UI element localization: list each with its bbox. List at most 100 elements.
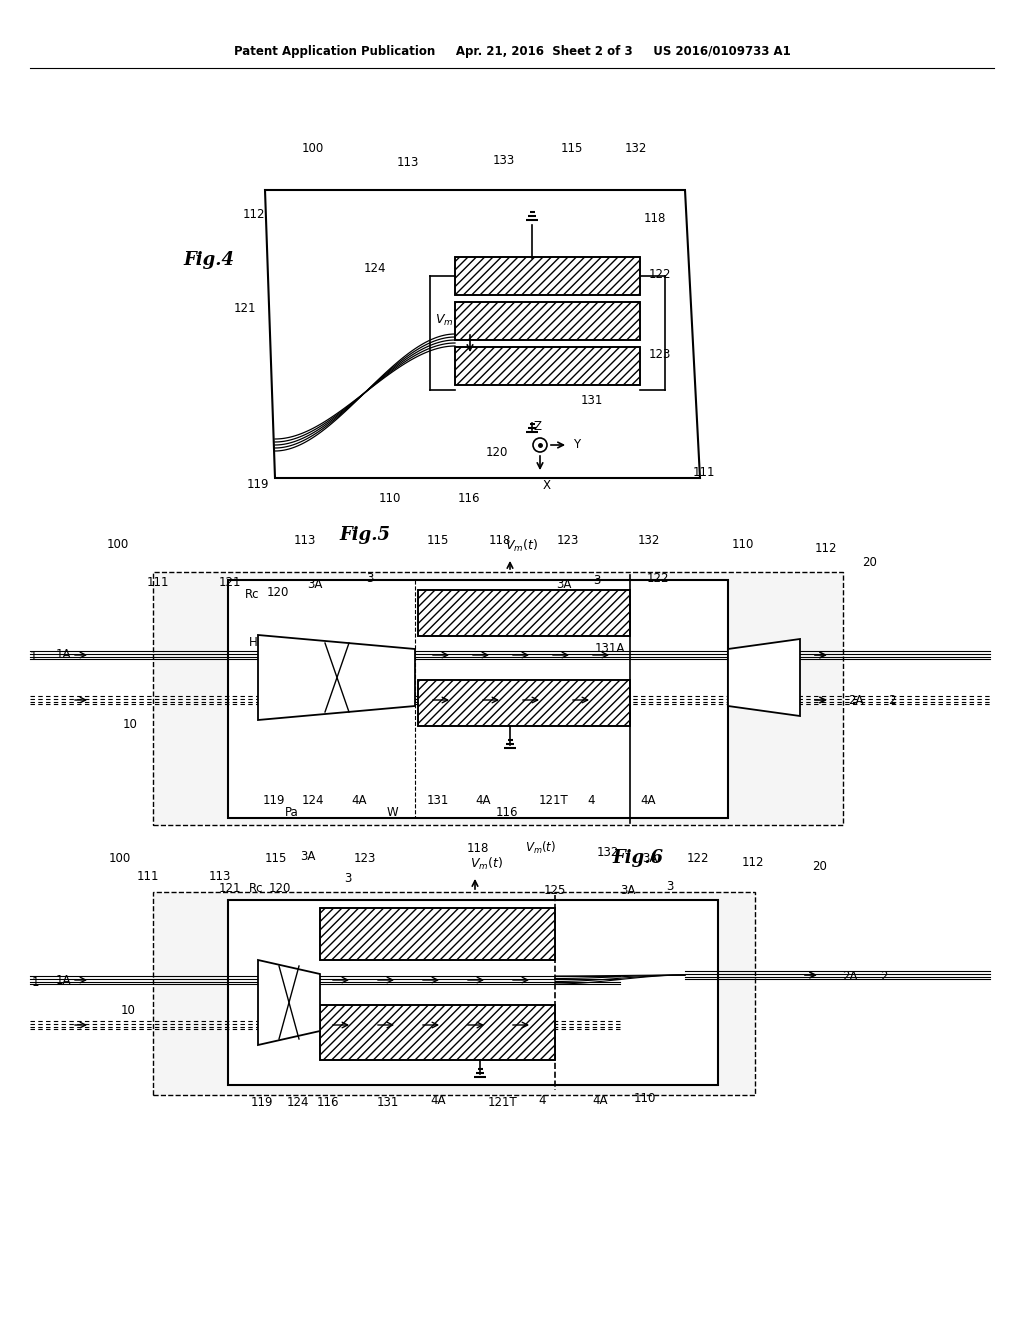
Text: 3A: 3A (307, 578, 323, 590)
Text: 113: 113 (294, 533, 316, 546)
Text: 116: 116 (458, 491, 480, 504)
FancyBboxPatch shape (455, 302, 640, 341)
Text: 4A: 4A (640, 793, 655, 807)
Text: 123: 123 (557, 533, 580, 546)
Text: Rᴄ: Rᴄ (249, 882, 263, 895)
Text: 124: 124 (364, 261, 386, 275)
Text: Fig.5: Fig.5 (340, 525, 390, 544)
Text: 121T: 121T (539, 793, 569, 807)
Text: 120: 120 (267, 586, 289, 598)
Text: 3: 3 (344, 871, 351, 884)
Text: 2: 2 (881, 969, 888, 982)
Text: 122: 122 (649, 268, 672, 281)
Text: 115: 115 (265, 851, 287, 865)
Text: 3A: 3A (300, 850, 315, 862)
Text: 10: 10 (121, 1003, 135, 1016)
Text: 110: 110 (732, 537, 755, 550)
Text: 122: 122 (687, 851, 710, 865)
Text: 116: 116 (316, 1097, 339, 1110)
Text: $V_m(t)$: $V_m(t)$ (470, 855, 504, 873)
Text: 2: 2 (888, 693, 896, 706)
Text: 3A: 3A (621, 883, 636, 896)
Polygon shape (258, 960, 319, 1045)
Text: 132: 132 (597, 846, 620, 858)
Text: 100: 100 (302, 141, 325, 154)
Text: Z: Z (534, 420, 542, 433)
FancyBboxPatch shape (153, 892, 755, 1096)
Text: 4A: 4A (351, 793, 367, 807)
Text: 121: 121 (219, 882, 242, 895)
Text: 1A: 1A (55, 974, 71, 986)
Text: 123: 123 (354, 851, 376, 865)
Polygon shape (258, 635, 415, 719)
Text: 118: 118 (467, 842, 489, 854)
Text: 100: 100 (109, 851, 131, 865)
Text: 131: 131 (581, 393, 603, 407)
Text: $V_m(t)$: $V_m(t)$ (435, 312, 469, 327)
Text: Fig.4: Fig.4 (183, 251, 234, 269)
FancyBboxPatch shape (153, 572, 843, 825)
Text: Patent Application Publication     Apr. 21, 2016  Sheet 2 of 3     US 2016/01097: Patent Application Publication Apr. 21, … (233, 45, 791, 58)
Text: 115: 115 (561, 141, 584, 154)
FancyBboxPatch shape (319, 908, 555, 960)
Text: 118: 118 (488, 533, 511, 546)
Text: 113: 113 (397, 157, 419, 169)
Text: 120: 120 (269, 882, 291, 895)
Text: 124: 124 (302, 793, 325, 807)
Text: 2A: 2A (848, 693, 864, 706)
Text: 121: 121 (219, 576, 242, 589)
FancyBboxPatch shape (418, 680, 630, 726)
Text: 4A: 4A (592, 1093, 608, 1106)
Text: 112: 112 (243, 209, 265, 222)
Text: Y: Y (573, 438, 581, 451)
Text: 3A: 3A (642, 851, 657, 865)
Text: 20: 20 (862, 556, 878, 569)
Text: 112: 112 (815, 541, 838, 554)
Text: 3: 3 (667, 879, 674, 892)
Text: 119: 119 (251, 1096, 273, 1109)
Text: 3: 3 (593, 573, 601, 586)
Text: 131: 131 (377, 1096, 399, 1109)
Text: 111: 111 (137, 870, 160, 883)
Text: 133: 133 (493, 153, 515, 166)
FancyBboxPatch shape (418, 590, 630, 636)
Text: 113: 113 (209, 870, 231, 883)
Text: 4: 4 (587, 793, 595, 807)
Text: 3A: 3A (556, 578, 571, 590)
Text: 112: 112 (741, 855, 764, 869)
Text: 124: 124 (287, 1096, 309, 1109)
Text: 125: 125 (544, 883, 566, 896)
Text: 121T: 121T (488, 1096, 518, 1109)
Text: 2A: 2A (843, 969, 858, 982)
Text: 1: 1 (32, 975, 39, 989)
FancyBboxPatch shape (228, 900, 718, 1085)
Polygon shape (265, 190, 700, 478)
Text: 4A: 4A (475, 793, 490, 807)
Text: 110: 110 (634, 1092, 656, 1105)
Text: 110: 110 (379, 491, 401, 504)
Text: H: H (249, 636, 257, 649)
Text: 131A: 131A (595, 642, 626, 655)
Text: 119: 119 (263, 793, 286, 807)
Text: 4: 4 (539, 1093, 546, 1106)
Text: 132: 132 (625, 141, 647, 154)
Text: 131: 131 (427, 793, 450, 807)
Text: W: W (386, 807, 397, 820)
Text: 118: 118 (644, 211, 667, 224)
Text: $V_m(t)$: $V_m(t)$ (506, 539, 539, 554)
Text: 122: 122 (647, 572, 670, 585)
Text: 121: 121 (233, 301, 256, 314)
Text: 111: 111 (146, 576, 169, 589)
Text: Rᴄ: Rᴄ (245, 587, 259, 601)
FancyBboxPatch shape (228, 579, 728, 818)
Text: 119: 119 (247, 479, 269, 491)
FancyBboxPatch shape (455, 257, 640, 294)
Polygon shape (728, 639, 800, 715)
Text: 20: 20 (813, 859, 827, 873)
Text: 1: 1 (30, 651, 37, 664)
Text: 115: 115 (427, 533, 450, 546)
Text: Fig.6: Fig.6 (612, 849, 664, 867)
Text: 120: 120 (485, 446, 508, 459)
Text: 116: 116 (496, 807, 518, 820)
Text: 4A: 4A (430, 1093, 445, 1106)
